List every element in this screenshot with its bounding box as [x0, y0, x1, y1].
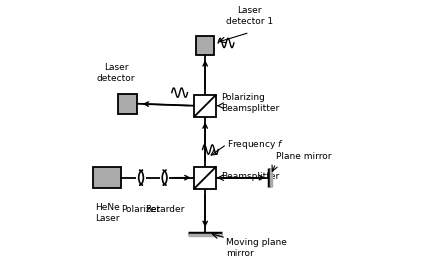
- Bar: [194, 166, 216, 189]
- Bar: [92, 167, 121, 188]
- Text: Laser
detector 1: Laser detector 1: [226, 6, 273, 26]
- Bar: [118, 94, 137, 114]
- Text: Frequency $f$: Frequency $f$: [227, 138, 283, 151]
- Text: Moving plane
mirror: Moving plane mirror: [226, 238, 287, 258]
- Text: Polarizing
Beamsplitter: Polarizing Beamsplitter: [222, 93, 280, 113]
- Text: Beamsplitter: Beamsplitter: [222, 172, 280, 181]
- Text: Polarizer: Polarizer: [121, 205, 161, 214]
- Text: HeNe
Laser: HeNe Laser: [95, 203, 119, 223]
- Text: Laser
detector: Laser detector: [97, 63, 135, 83]
- Text: Retarder: Retarder: [145, 205, 184, 214]
- Bar: [194, 95, 216, 117]
- Text: Plane mirror: Plane mirror: [276, 152, 331, 161]
- Bar: [196, 36, 214, 55]
